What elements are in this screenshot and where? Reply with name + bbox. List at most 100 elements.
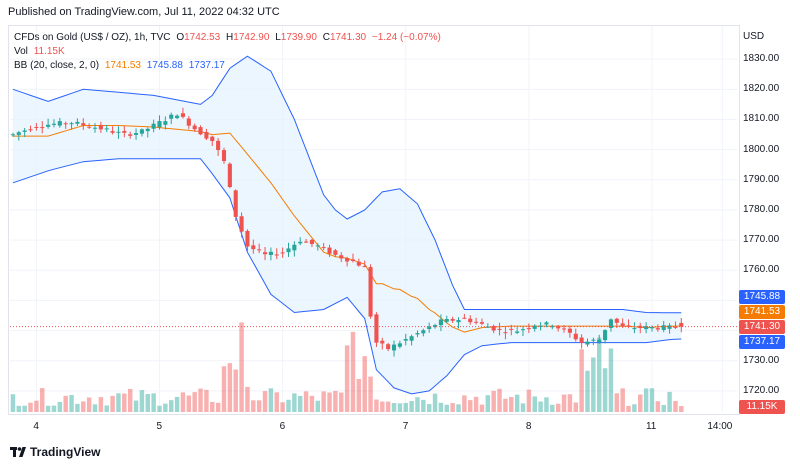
- volume-bar: [10, 394, 16, 412]
- candle: [526, 323, 531, 334]
- volume-bar: [309, 395, 315, 412]
- candle: [597, 334, 602, 344]
- candle-body: [51, 123, 57, 125]
- candle: [468, 315, 473, 325]
- volume-bar: [157, 405, 162, 412]
- candle: [69, 121, 74, 130]
- volume-bar: [34, 400, 39, 412]
- volume-bar: [385, 401, 391, 412]
- volume-bar: [286, 399, 291, 412]
- volume-bar: [51, 405, 57, 412]
- legend-row-volume: Vol 11.15K: [14, 45, 68, 59]
- candle: [110, 126, 115, 135]
- candle-body: [462, 317, 467, 319]
- candle: [145, 127, 150, 138]
- candle: [327, 244, 332, 257]
- candle-body: [433, 325, 438, 328]
- candle: [28, 125, 33, 133]
- candle-body: [163, 121, 168, 125]
- candle-body: [257, 249, 262, 251]
- candle: [221, 147, 227, 164]
- tradingview-logo-icon: [10, 447, 26, 457]
- volume-bar: [297, 395, 303, 412]
- candle-body: [597, 339, 602, 343]
- volume-bar: [245, 386, 250, 412]
- legend-change: −1.24 (−0.07%): [371, 32, 441, 43]
- candle: [128, 131, 133, 139]
- volume-bar: [561, 394, 567, 412]
- candle: [46, 118, 51, 129]
- candle: [51, 119, 57, 128]
- candle: [673, 321, 678, 330]
- volume-bar: [638, 394, 643, 412]
- volume-bar: [174, 396, 180, 412]
- candle-body: [667, 325, 672, 329]
- candle-body: [479, 322, 485, 324]
- candle: [438, 314, 443, 332]
- candle-body: [632, 328, 637, 330]
- candle: [262, 247, 268, 261]
- volume-bar: [81, 401, 86, 412]
- candle-body: [679, 322, 684, 327]
- candle: [503, 326, 508, 340]
- candle-body: [620, 323, 625, 327]
- candle-body: [298, 241, 303, 244]
- legend-bb-lower: 1737.17: [188, 60, 225, 71]
- candle-body: [292, 244, 297, 251]
- candle: [350, 253, 356, 263]
- candle: [104, 125, 109, 133]
- candle-body: [544, 322, 549, 325]
- volume-bar: [303, 391, 309, 412]
- candle: [421, 328, 426, 337]
- candle-body: [63, 123, 68, 125]
- candle: [491, 324, 496, 334]
- candle: [16, 130, 21, 141]
- candle-body: [233, 190, 238, 217]
- candle-body: [116, 131, 121, 133]
- y-tick-label: 1830.00: [743, 53, 780, 65]
- volume-bar: [251, 400, 256, 412]
- candle-body: [245, 230, 250, 247]
- candle-body: [374, 314, 379, 343]
- candle-body: [567, 328, 572, 333]
- candle-body: [421, 330, 426, 334]
- volume-bar: [421, 399, 426, 412]
- volume-bar: [69, 395, 74, 412]
- candle: [591, 337, 596, 346]
- candle: [479, 318, 485, 326]
- candle: [556, 324, 561, 332]
- candle: [427, 322, 432, 333]
- candle: [175, 114, 180, 120]
- volume-bar: [591, 357, 596, 412]
- volume-bar: [163, 403, 168, 412]
- x-tick-label: 4: [33, 421, 39, 432]
- candle-body: [227, 163, 232, 188]
- candle-body: [380, 340, 385, 344]
- candle-body: [444, 319, 449, 322]
- candle: [561, 325, 567, 333]
- volume-bar: [626, 405, 631, 412]
- volume-bar: [333, 390, 338, 412]
- candle-body: [350, 259, 356, 261]
- legend-row-bb: BB (20, close, 2, 0) 1741.53 1745.88 173…: [14, 59, 228, 73]
- candle-body: [368, 267, 373, 317]
- candle: [497, 322, 502, 336]
- candle-body: [538, 325, 543, 327]
- volume-bar: [215, 402, 221, 412]
- volume-bar: [450, 403, 455, 412]
- candle-body: [585, 341, 590, 345]
- candle: [22, 128, 27, 138]
- candle-body: [520, 329, 526, 331]
- footer-brand: TradingView: [30, 445, 101, 459]
- volume-bar: [602, 368, 608, 412]
- badge-bb-upper: 1745.88: [739, 290, 785, 304]
- y-tick-label: 1800.00: [743, 143, 780, 155]
- candle-body: [145, 128, 150, 132]
- candle: [92, 123, 98, 133]
- volume-bar: [16, 405, 22, 412]
- candle-body: [397, 343, 402, 347]
- candle: [603, 329, 608, 344]
- candle: [257, 243, 262, 254]
- volume-bar: [473, 396, 479, 412]
